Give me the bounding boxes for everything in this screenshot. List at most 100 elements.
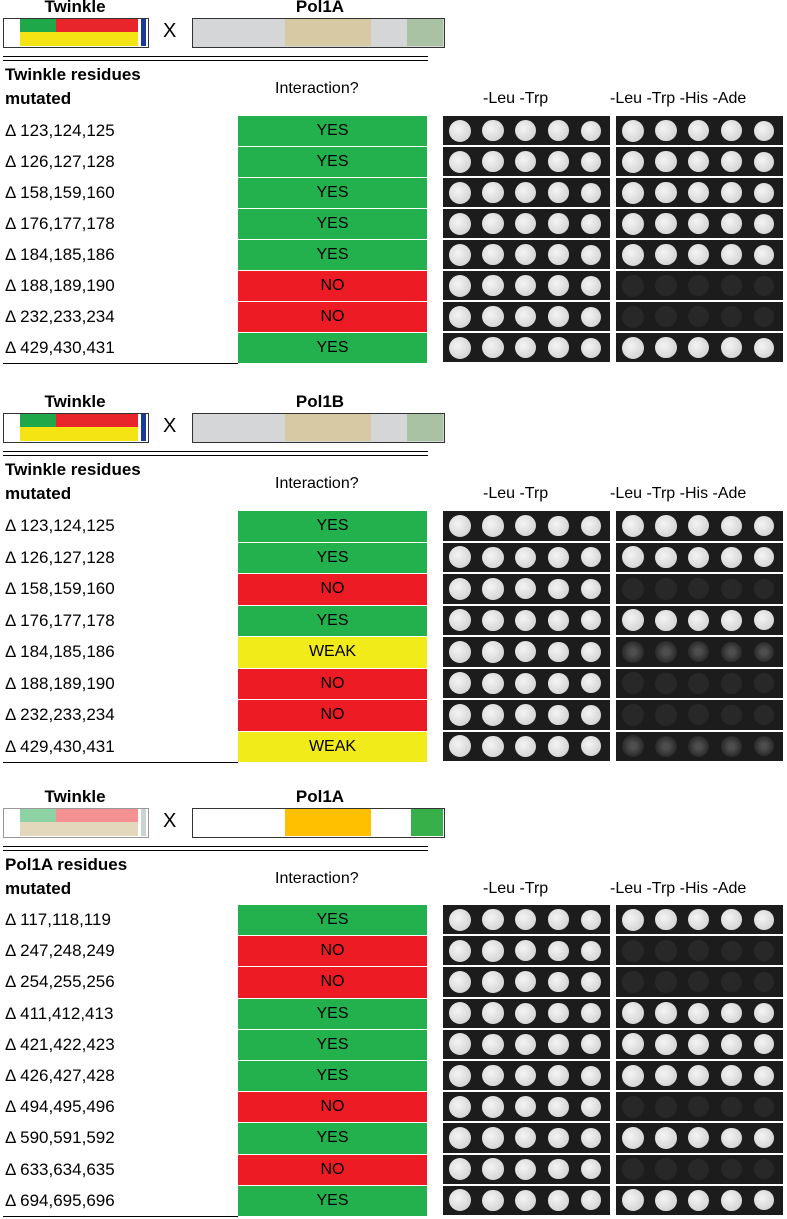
yeast-spot [655,735,677,757]
mutation-label: Δ 426,427,428 [5,1066,115,1085]
yeast-spot [515,578,536,600]
yeast-plate [443,333,610,362]
yeast-spot [688,1158,709,1180]
yeast-spot [548,736,569,757]
yeast-spot [449,640,471,663]
yeast-spot [688,1002,709,1024]
yeast-spot [515,940,536,962]
yeast-spot [581,1096,601,1117]
interaction-cell: NO [238,574,427,605]
mutation-label: Δ 590,591,592 [5,1128,115,1148]
yeast-plate [443,1092,610,1122]
yeast-spot [721,244,742,265]
domain [285,809,371,836]
yeast-spot [482,181,504,204]
yeast-plate [616,147,783,176]
yeast-spot [482,1127,504,1149]
yeast-spot [581,1034,601,1055]
yeast-spot [688,971,709,993]
yeast-spot [482,243,504,266]
yeast-spot [515,337,536,358]
interaction-header: Interaction? [275,80,359,97]
row-line [3,146,238,147]
yeast-spot [482,1096,504,1118]
yeast-spot [622,970,644,993]
yeast-spot [655,971,677,993]
yeast-plate [616,936,783,966]
yeast-plate [616,1029,783,1059]
mutation-label: Δ 123,124,125 [5,121,115,140]
yeast-spot [655,1033,677,1056]
yeast-spot [655,305,677,328]
yeast-spot [449,212,471,235]
yeast-spot [449,546,471,569]
yeast-spot [622,336,644,359]
yeast-spot [548,641,569,662]
yeast-spot [622,577,644,600]
yeast-spot [754,213,774,234]
yeast-spot [581,244,601,265]
yeast-plate [616,542,783,572]
yeast-spot [688,1033,709,1055]
yeast-spot [515,1189,536,1211]
yeast-spot [449,609,471,632]
yeast-spot [482,735,504,757]
yeast-spot [548,704,569,725]
yeast-plate [443,998,610,1028]
yeast-spot [449,119,471,142]
mutation-label: Δ 126,127,128 [5,547,115,567]
yeast-spot [548,909,569,930]
yeast-spot [482,150,504,173]
domain [411,809,443,836]
yeast-spot [721,1096,742,1118]
yeast-plate [443,240,610,269]
interaction-cell: NO [238,1092,427,1123]
yeast-spot [754,1034,774,1055]
yeast-spot [515,1033,536,1055]
yeast-plate [616,967,783,997]
yeast-spot [449,181,471,204]
yeast-spot [688,275,709,296]
yeast-plate [616,605,783,635]
yeast-spot [515,704,536,726]
yeast-plate [443,936,610,966]
interaction-cell: YES [238,511,427,542]
yeast-plate [616,905,783,935]
yeast-plate [443,302,610,331]
plate-header: -Leu -Trp [483,485,549,502]
yeast-spot [581,515,601,536]
domain [407,414,443,441]
row-line [3,1091,238,1093]
yeast-spot [721,610,742,631]
yeast-spot [581,547,601,568]
yeast-spot [548,1034,569,1055]
yeast-spot [515,546,536,568]
row-line [3,730,238,732]
separator [3,451,428,452]
yeast-spot [449,703,471,726]
yeast-spot [721,736,742,757]
yeast-spot [515,1127,536,1149]
yeast-spot [581,610,601,631]
yeast-plate [443,1029,610,1059]
mutation-label: Δ 421,422,423 [5,1034,115,1054]
yeast-plate [443,116,610,145]
yeast-spot [622,274,644,297]
yeast-spot [581,306,601,327]
yeast-spot [688,120,709,141]
yeast-spot [655,1064,677,1087]
yeast-spot [449,908,471,931]
yeast-spot [449,1126,471,1149]
yeast-spot [515,1158,536,1180]
mutation-label: Δ 232,233,234 [5,705,115,724]
yeast-spot [754,736,774,757]
yeast-spot [754,909,774,930]
yeast-spot [754,673,774,694]
yeast-spot [548,610,569,631]
yeast-spot [581,275,601,296]
yeast-spot [515,641,536,663]
yeast-spot [581,641,601,662]
bait-label: Twinkle [44,0,106,16]
yeast-spot [449,336,471,359]
yeast-spot [515,1002,536,1024]
